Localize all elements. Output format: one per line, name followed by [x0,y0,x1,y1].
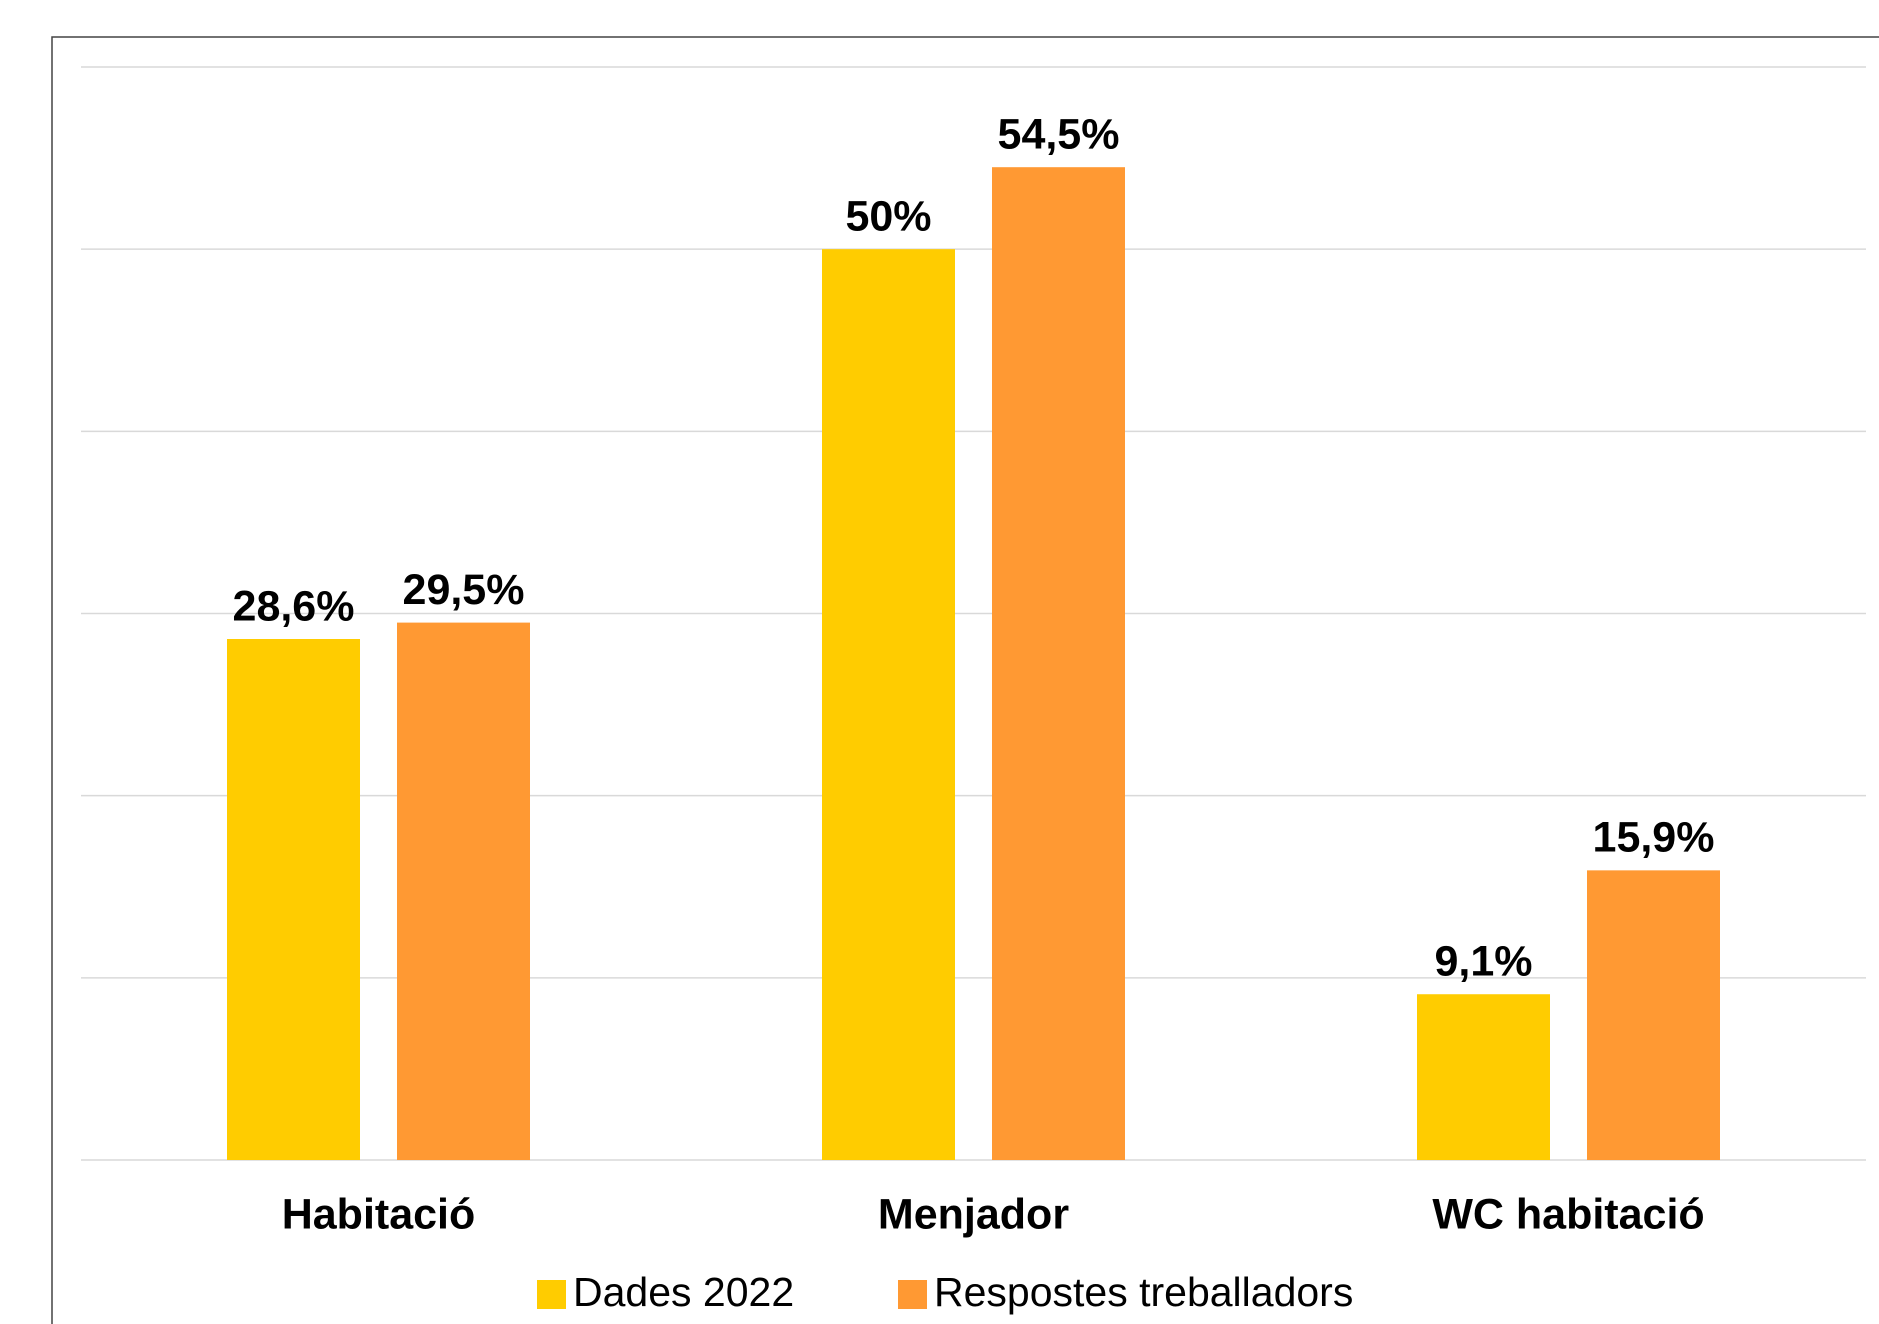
legend-label: Respostes treballadors [934,1269,1353,1315]
legend-swatch [898,1280,927,1309]
x-tick-label: WC habitació [1432,1190,1704,1238]
legend-label: Dades 2022 [573,1269,794,1315]
data-label: 9,1% [1434,938,1532,986]
bar [1417,994,1550,1160]
data-label: 29,5% [403,566,525,614]
bar [227,639,360,1160]
data-label: 50% [845,193,931,241]
data-label: 54,5% [998,111,1120,159]
bar [992,167,1125,1161]
data-label: 15,9% [1593,814,1715,862]
x-tick-label: Habitació [282,1190,476,1238]
bar [397,622,530,1160]
bar [822,249,955,1160]
bar [1587,870,1720,1160]
data-label: 28,6% [233,582,355,630]
x-tick-label: Menjador [878,1190,1069,1238]
legend-swatch [537,1280,566,1309]
